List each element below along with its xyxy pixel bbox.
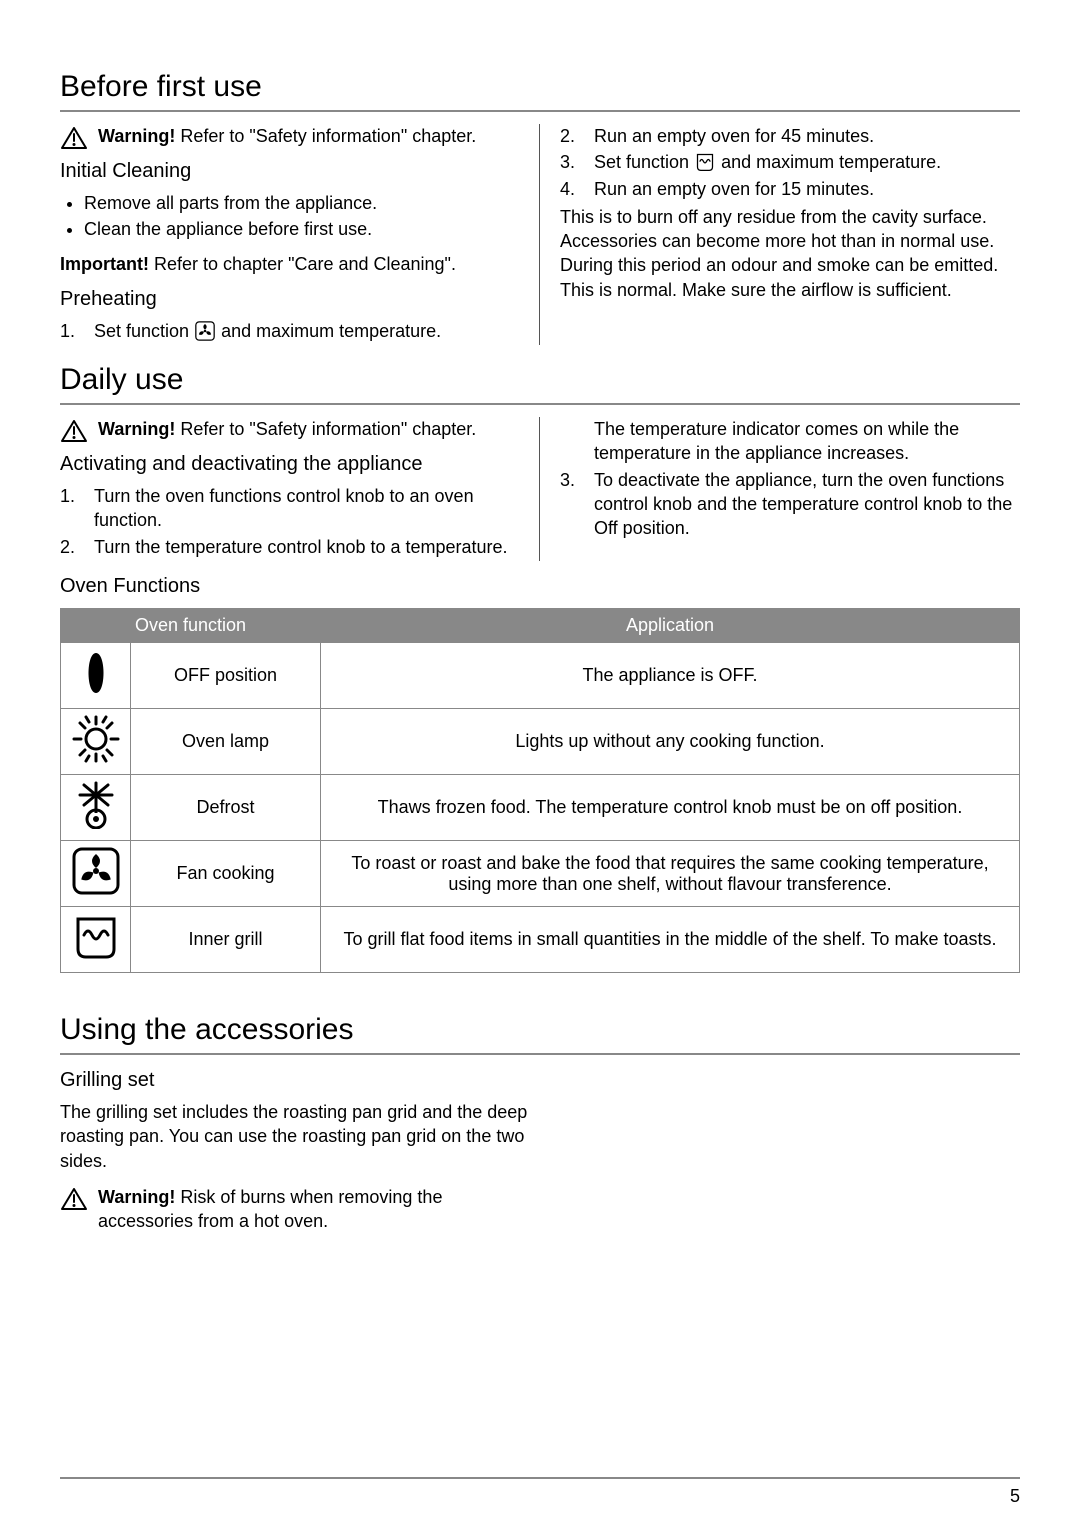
table-row: OFF position The appliance is OFF. <box>61 643 1020 709</box>
preheating-tail: This is to burn off any residue from the… <box>560 205 1020 302</box>
using-accessories-body: Grilling set The grilling set includes t… <box>60 1067 540 1233</box>
warning-line: Warning! Refer to "Safety information" c… <box>60 417 519 443</box>
subhead-oven-functions: Oven Functions <box>60 575 1020 598</box>
table-header-row: Oven function Application <box>61 609 1020 643</box>
warning-label: Warning! <box>98 126 175 146</box>
activating-list-right: To deactivate the appliance, turn the ov… <box>560 468 1020 541</box>
warning-line: Warning! Refer to "Safety information" c… <box>60 124 519 150</box>
daily-use-right-col: The temperature indicator comes on while… <box>540 417 1020 561</box>
function-app-cell: To roast or roast and bake the food that… <box>321 841 1020 907</box>
daily-use-columns: Warning! Refer to "Safety information" c… <box>60 417 1020 561</box>
list-item: Turn the temperature control knob to a t… <box>60 535 519 559</box>
subhead-initial-cleaning: Initial Cleaning <box>60 158 519 185</box>
section-title-using-accessories: Using the accessories <box>60 1013 1020 1055</box>
list-item: Set function and maximum temperature. <box>60 319 519 343</box>
important-line: Important! Refer to chapter "Care and Cl… <box>60 252 519 276</box>
warning-body: Refer to "Safety information" chapter. <box>175 419 476 439</box>
off-icon <box>72 649 120 697</box>
function-icon-cell <box>61 709 131 775</box>
function-icon-cell <box>61 907 131 973</box>
inner-grill-icon <box>694 152 716 172</box>
warning-body: Refer to "Safety information" chapter. <box>175 126 476 146</box>
table-row: Oven lamp Lights up without any cooking … <box>61 709 1020 775</box>
warning-line: Warning! Risk of burns when removing the… <box>60 1185 540 1234</box>
function-icon-cell <box>61 643 131 709</box>
function-app-cell: Thaws frozen food. The temperature contr… <box>321 775 1020 841</box>
function-app-cell: The appliance is OFF. <box>321 643 1020 709</box>
preheating-list-right: Run an empty oven for 45 minutes. Set fu… <box>560 124 1020 201</box>
fan-icon <box>72 847 120 895</box>
fan-icon <box>194 321 216 341</box>
function-name-cell: OFF position <box>131 643 321 709</box>
subhead-preheating: Preheating <box>60 286 519 313</box>
warning-label: Warning! <box>98 419 175 439</box>
warning-icon <box>60 126 88 150</box>
important-body: Refer to chapter "Care and Cleaning". <box>149 254 456 274</box>
warning-text: Warning! Refer to "Safety information" c… <box>98 417 476 441</box>
before-first-use-columns: Warning! Refer to "Safety information" c… <box>60 124 1020 345</box>
warning-text: Warning! Risk of burns when removing the… <box>98 1185 540 1234</box>
table-row: Defrost Thaws frozen food. The temperatu… <box>61 775 1020 841</box>
preheat-step1-pre: Set function <box>94 321 194 341</box>
section-title-daily-use: Daily use <box>60 363 1020 405</box>
function-name-cell: Oven lamp <box>131 709 321 775</box>
subhead-activating: Activating and deactivating the applianc… <box>60 451 519 478</box>
preheating-list-left: Set function and maximum temperature. <box>60 319 519 343</box>
table-row: Inner grill To grill flat food items in … <box>61 907 1020 973</box>
function-name-cell: Inner grill <box>131 907 321 973</box>
function-name-cell: Fan cooking <box>131 841 321 907</box>
list-item: Turn the oven functions control knob to … <box>60 484 519 533</box>
list-item: Run an empty oven for 15 minutes. <box>560 177 1020 201</box>
list-item: Run an empty oven for 45 minutes. <box>560 124 1020 148</box>
function-name-cell: Defrost <box>131 775 321 841</box>
warning-label: Warning! <box>98 1187 175 1207</box>
table-header-application: Application <box>321 609 1020 643</box>
section-title-before-first-use: Before first use <box>60 70 1020 112</box>
function-icon-cell <box>61 775 131 841</box>
oven-functions-table: Oven function Application OFF position T… <box>60 608 1020 973</box>
preheat-step1-post: and maximum temperature. <box>216 321 441 341</box>
daily-use-left-col: Warning! Refer to "Safety information" c… <box>60 417 540 561</box>
list-item: To deactivate the appliance, turn the ov… <box>560 468 1020 541</box>
before-first-use-right-col: Run an empty oven for 45 minutes. Set fu… <box>540 124 1020 345</box>
function-icon-cell <box>61 841 131 907</box>
table-row: Fan cooking To roast or roast and bake t… <box>61 841 1020 907</box>
defrost-icon <box>72 781 120 829</box>
list-item: Remove all parts from the appliance. <box>84 191 519 215</box>
function-app-cell: To grill flat food items in small quanti… <box>321 907 1020 973</box>
inner-grill-icon <box>72 913 120 961</box>
warning-text: Warning! Refer to "Safety information" c… <box>98 124 476 148</box>
initial-cleaning-bullets: Remove all parts from the appliance. Cle… <box>60 191 519 242</box>
warning-icon <box>60 1187 88 1211</box>
page-number: 5 <box>1010 1486 1020 1507</box>
important-label: Important! <box>60 254 149 274</box>
function-app-cell: Lights up without any cooking function. <box>321 709 1020 775</box>
table-header-function: Oven function <box>61 609 321 643</box>
grilling-set-body: The grilling set includes the roasting p… <box>60 1100 540 1173</box>
activating-list-left: Turn the oven functions control knob to … <box>60 484 519 559</box>
before-first-use-left-col: Warning! Refer to "Safety information" c… <box>60 124 540 345</box>
activating-step2-continued: The temperature indicator comes on while… <box>560 417 1020 466</box>
warning-icon <box>60 419 88 443</box>
list-item: Set function and maximum temperature. <box>560 150 1020 174</box>
footer-rule <box>60 1477 1020 1479</box>
lamp-icon <box>72 715 120 763</box>
preheat-step3-pre: Set function <box>594 152 694 172</box>
list-item: Clean the appliance before first use. <box>84 217 519 241</box>
subhead-grilling-set: Grilling set <box>60 1067 540 1094</box>
preheat-step3-post: and maximum temperature. <box>716 152 941 172</box>
